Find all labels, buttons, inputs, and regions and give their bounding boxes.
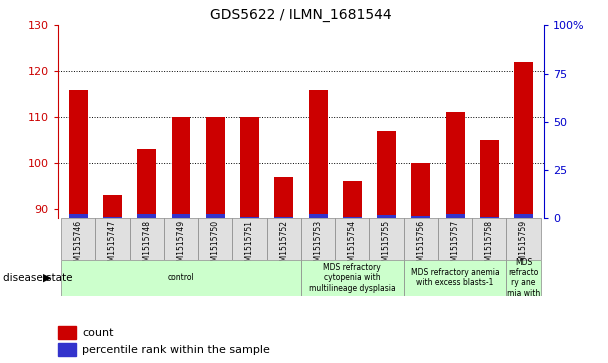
Text: GSM1515759: GSM1515759 bbox=[519, 220, 528, 271]
Bar bbox=[240, 217, 259, 218]
Bar bbox=[506, 218, 541, 260]
Text: GSM1515749: GSM1515749 bbox=[176, 220, 185, 271]
Bar bbox=[480, 217, 499, 218]
Bar bbox=[206, 214, 225, 218]
Bar bbox=[61, 218, 95, 260]
Bar bbox=[301, 260, 404, 296]
Bar bbox=[137, 214, 156, 218]
Bar bbox=[377, 215, 396, 218]
Bar bbox=[103, 217, 122, 218]
Bar bbox=[171, 117, 190, 218]
Text: ▶: ▶ bbox=[43, 273, 52, 283]
Bar bbox=[472, 218, 506, 260]
Bar bbox=[232, 218, 267, 260]
Bar bbox=[164, 218, 198, 260]
Bar bbox=[95, 218, 130, 260]
Bar bbox=[370, 218, 404, 260]
Bar bbox=[137, 149, 156, 218]
Text: GSM1515755: GSM1515755 bbox=[382, 220, 391, 271]
Bar bbox=[480, 140, 499, 218]
Text: GSM1515751: GSM1515751 bbox=[245, 220, 254, 271]
Bar bbox=[412, 216, 430, 218]
Bar bbox=[267, 218, 301, 260]
Bar bbox=[404, 218, 438, 260]
Text: GSM1515758: GSM1515758 bbox=[485, 220, 494, 271]
Bar bbox=[514, 62, 533, 218]
Bar bbox=[514, 214, 533, 218]
Bar bbox=[404, 260, 506, 296]
Text: GSM1515757: GSM1515757 bbox=[451, 220, 460, 271]
Bar bbox=[446, 214, 465, 218]
Bar bbox=[69, 90, 88, 218]
Bar bbox=[61, 260, 301, 296]
Bar bbox=[58, 343, 76, 356]
Bar bbox=[335, 218, 370, 260]
Text: GSM1515754: GSM1515754 bbox=[348, 220, 357, 271]
Bar bbox=[103, 195, 122, 218]
Title: GDS5622 / ILMN_1681544: GDS5622 / ILMN_1681544 bbox=[210, 8, 392, 22]
Text: GSM1515748: GSM1515748 bbox=[142, 220, 151, 271]
Bar bbox=[446, 113, 465, 218]
Bar bbox=[206, 117, 225, 218]
Bar bbox=[198, 218, 232, 260]
Text: MDS
refracto
ry ane
mia with: MDS refracto ry ane mia with bbox=[507, 258, 541, 298]
Bar bbox=[438, 218, 472, 260]
Bar bbox=[69, 214, 88, 218]
Text: GSM1515752: GSM1515752 bbox=[279, 220, 288, 271]
Text: MDS refractory
cytopenia with
multilineage dysplasia: MDS refractory cytopenia with multilinea… bbox=[309, 263, 396, 293]
Text: GSM1515753: GSM1515753 bbox=[314, 220, 323, 271]
Text: percentile rank within the sample: percentile rank within the sample bbox=[82, 344, 270, 355]
Bar bbox=[343, 217, 362, 218]
Bar bbox=[506, 260, 541, 296]
Bar bbox=[240, 117, 259, 218]
Text: MDS refractory anemia
with excess blasts-1: MDS refractory anemia with excess blasts… bbox=[411, 268, 500, 287]
Text: control: control bbox=[168, 273, 195, 282]
Bar bbox=[171, 214, 190, 218]
Bar bbox=[377, 131, 396, 218]
Bar bbox=[274, 217, 293, 218]
Bar bbox=[309, 214, 328, 218]
Text: GSM1515750: GSM1515750 bbox=[211, 220, 220, 271]
Bar bbox=[274, 176, 293, 218]
Text: disease state: disease state bbox=[3, 273, 72, 283]
Bar bbox=[58, 326, 76, 339]
Bar bbox=[343, 181, 362, 218]
Text: GSM1515756: GSM1515756 bbox=[416, 220, 426, 271]
Bar bbox=[309, 90, 328, 218]
Text: count: count bbox=[82, 327, 114, 338]
Bar bbox=[130, 218, 164, 260]
Text: GSM1515747: GSM1515747 bbox=[108, 220, 117, 271]
Text: GSM1515746: GSM1515746 bbox=[74, 220, 83, 271]
Bar bbox=[301, 218, 335, 260]
Bar bbox=[412, 163, 430, 218]
